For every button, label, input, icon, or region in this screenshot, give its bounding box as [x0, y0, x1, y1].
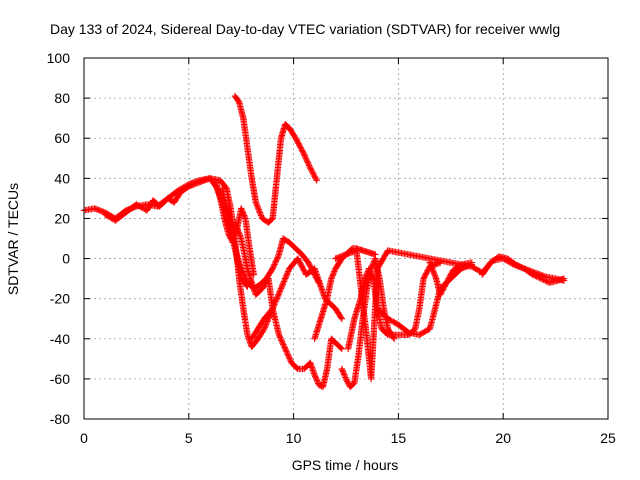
- x-tick-label: 10: [286, 430, 302, 446]
- y-tick-label: -60: [50, 371, 70, 387]
- y-tick-label: 80: [54, 90, 70, 106]
- series-track-m: [374, 261, 475, 338]
- x-tick-label: 5: [185, 430, 193, 446]
- y-axis-label: SDTVAR / TECUs: [5, 183, 21, 295]
- y-tick-label: 40: [54, 170, 70, 186]
- data-point-markers: [231, 219, 345, 391]
- x-axis-label: GPS time / hours: [292, 457, 399, 473]
- y-tick-label: 60: [54, 130, 70, 146]
- data-point-markers: [212, 179, 257, 278]
- series-track-f: [248, 255, 345, 342]
- y-tick-label: -40: [50, 331, 70, 347]
- data-point-markers: [231, 92, 320, 226]
- data-layer: [80, 92, 568, 391]
- series-track-e: [231, 219, 345, 391]
- plot-frame: [83, 57, 609, 420]
- y-tick-label: -80: [50, 411, 70, 427]
- x-tick-label: 15: [391, 430, 407, 446]
- series-track-n: [212, 179, 257, 278]
- series-track-j: [332, 247, 475, 383]
- series-track-c: [231, 92, 320, 226]
- series-track-l: [479, 253, 568, 286]
- y-tick-label: 0: [62, 251, 70, 267]
- x-tick-label: 20: [495, 430, 511, 446]
- chart-title: Day 133 of 2024, Sidereal Day-to-day VTE…: [50, 21, 560, 37]
- x-tick-label: 0: [80, 430, 88, 446]
- data-point-markers: [332, 247, 475, 383]
- data-point-markers: [248, 255, 345, 342]
- data-point-markers: [374, 261, 475, 338]
- data-point-markers: [479, 253, 568, 286]
- x-tick-label: 25: [600, 430, 616, 446]
- y-tick-label: 100: [47, 50, 71, 66]
- y-tick-label: -20: [50, 291, 70, 307]
- y-tick-label: 20: [54, 210, 70, 226]
- axes: 0 5 10 15 20 25 -80 -60 -40 -20 0 20 40 60 80 100: [47, 50, 616, 446]
